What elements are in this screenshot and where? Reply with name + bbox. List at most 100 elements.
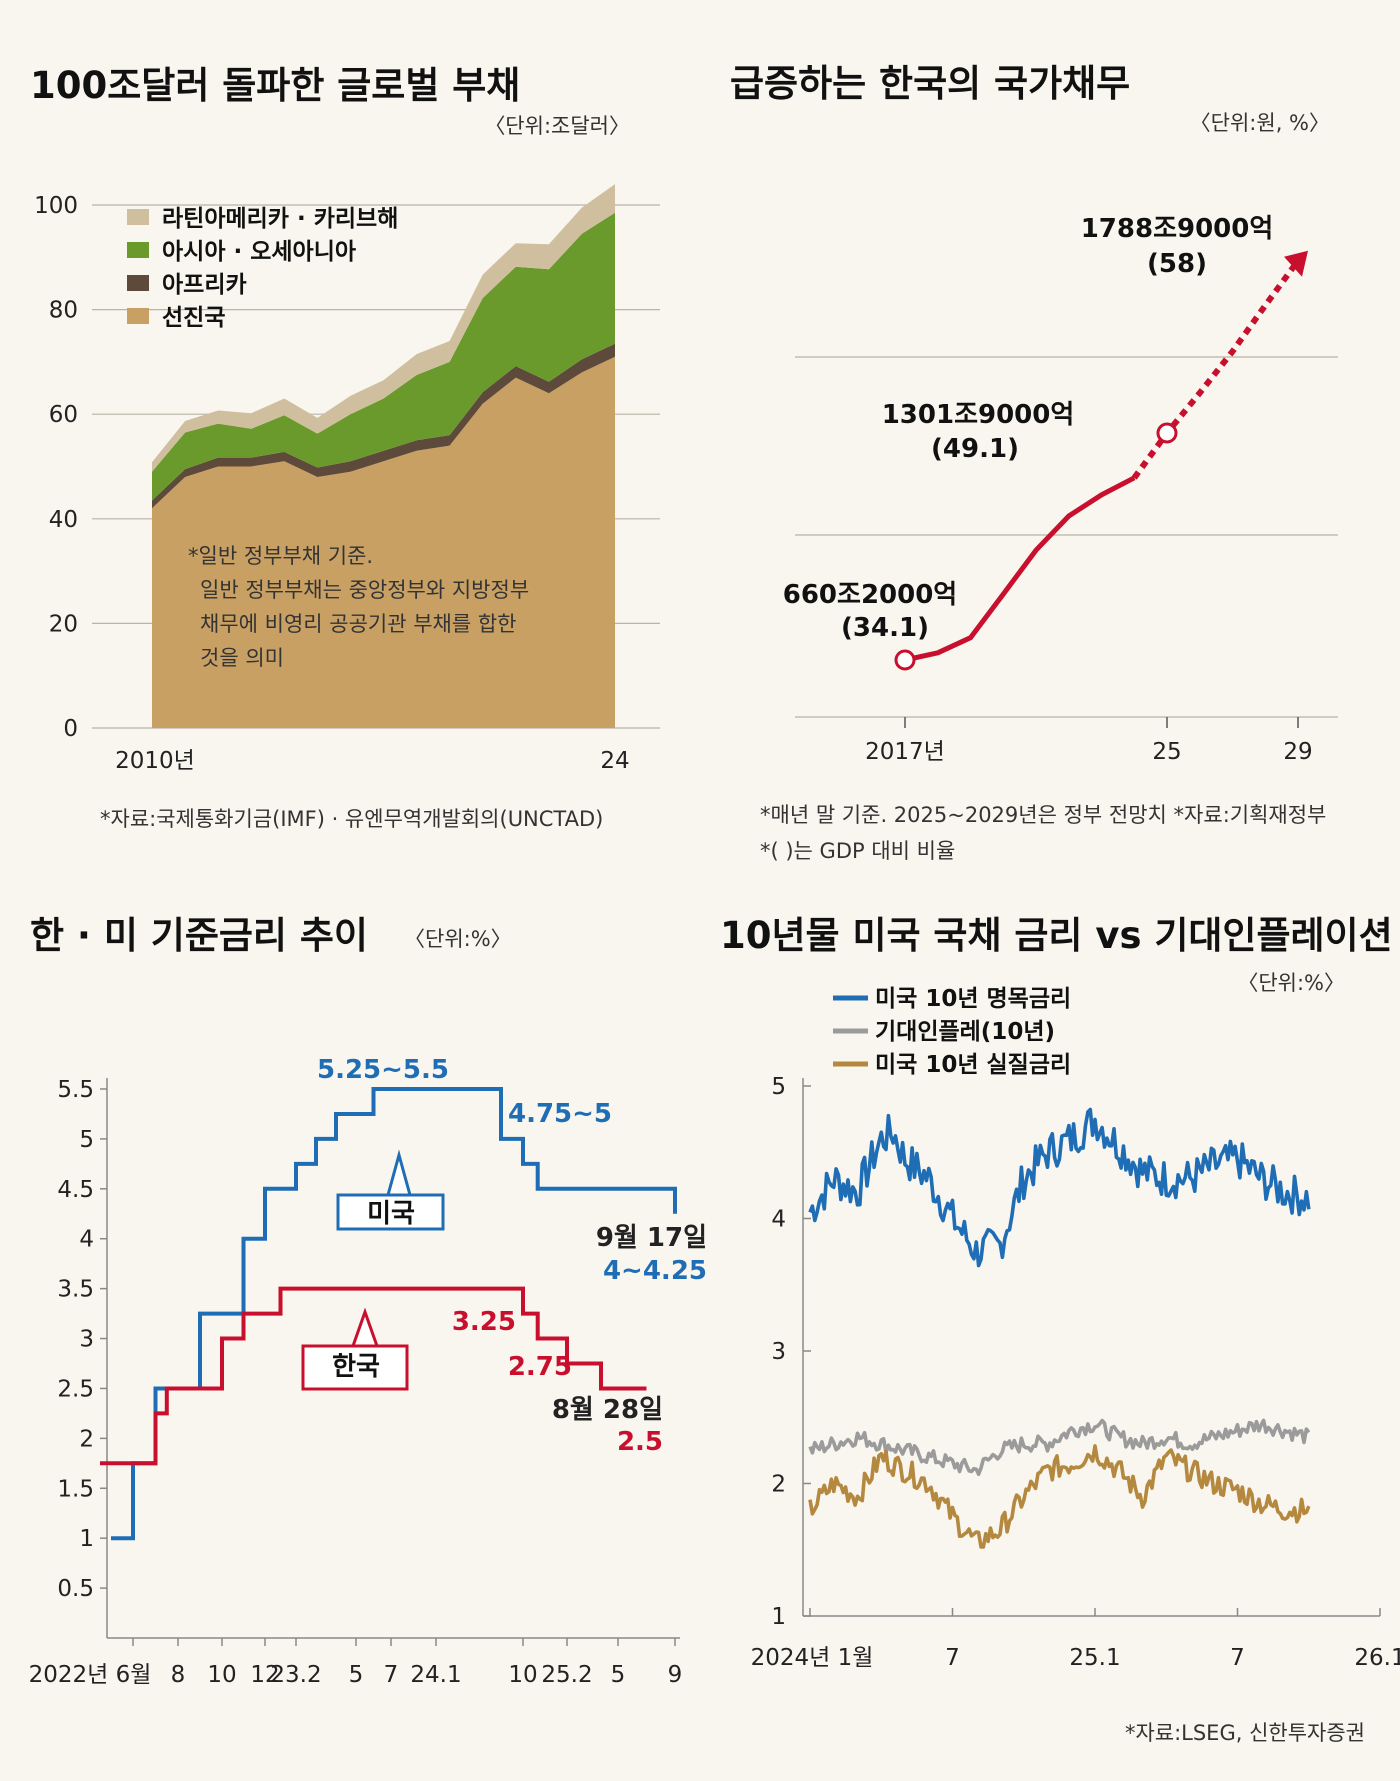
korea-debt-label-2025-ratio: (49.1) [931, 434, 1019, 464]
korea-debt-label-2025: 1301조9000억 [882, 400, 1075, 430]
y-tick-label: 0 [63, 716, 78, 742]
policy-rate-unit: 〈단위:%〉 [404, 927, 512, 951]
treasury-line-미국 10년 실질금리 [808, 1444, 1311, 1549]
x-tick-label: 10 [508, 1662, 537, 1688]
us-callout-label: 미국 [367, 1199, 415, 1229]
y-tick-label: 0.5 [57, 1576, 94, 1602]
legend-label: 미국 10년 명목금리 [875, 986, 1071, 1012]
legend-swatch [127, 308, 149, 324]
korea-debt-point-2017 [894, 649, 916, 671]
x-tick-label: 24.1 [410, 1662, 461, 1688]
y-tick-label: 4 [79, 1227, 94, 1253]
korea-debt-unit: 〈단위:원, %〉 [1190, 111, 1330, 135]
x-tick-label: 2024년 1월 [751, 1645, 874, 1671]
y-tick-label: 60 [49, 402, 78, 428]
y-tick-label: 2 [79, 1426, 94, 1452]
global-debt-note-3: 채무에 비영리 공공기관 부채를 합한 [200, 612, 517, 636]
legend-label: 미국 10년 실질금리 [875, 1052, 1071, 1078]
y-tick-label: 100 [34, 193, 78, 219]
x-tick-label: 10 [207, 1662, 236, 1688]
policy-rate-title: 한 · 미 기준금리 추이 [30, 914, 368, 957]
x-tick-label: 24 [600, 748, 629, 774]
legend-swatch [127, 242, 149, 258]
y-tick-label: 20 [49, 611, 78, 637]
y-tick-label: 3.5 [57, 1277, 94, 1303]
y-tick-label: 2 [771, 1472, 786, 1498]
x-tick-label: 5 [349, 1662, 364, 1688]
korea-debt-actual-line [904, 475, 1136, 663]
x-tick-label: 5 [611, 1662, 626, 1688]
global-debt-unit: 〈단위:조달러〉 [484, 114, 630, 138]
policy-rate-line-한국 [100, 1286, 647, 1466]
legend-label: 아시아 · 오세아니아 [162, 239, 356, 265]
treasury-line-미국 10년 명목금리 [808, 1107, 1311, 1268]
area-선진국 [152, 356, 615, 728]
x-tick-label: 26.1 [1354, 1645, 1400, 1671]
x-tick-label: 2017년 [865, 739, 945, 765]
policy-rate-line-미국 [111, 1087, 677, 1541]
y-tick-label: 4.5 [57, 1177, 94, 1203]
y-tick-label: 5 [79, 1127, 94, 1153]
x-tick-label: 8 [171, 1662, 186, 1688]
area-아시아 · 오세아니아 [152, 212, 615, 501]
kr-label-275: 2.75 [508, 1352, 572, 1382]
treasury-chart: 10년물 미국 국채 금리 vs 기대인플레이션 〈단위:%〉 미국 10년 명… [720, 914, 1400, 1745]
global-debt-title: 100조달러 돌파한 글로벌 부채 [30, 64, 520, 107]
korea-debt-projection-line [1131, 258, 1301, 480]
korea-debt-label-2017: 660조2000억 [783, 580, 957, 610]
y-tick-label: 2.5 [57, 1376, 94, 1402]
x-tick-label: 23.2 [270, 1662, 321, 1688]
treasury-unit: 〈단위:%〉 [1237, 971, 1345, 995]
y-tick-label: 1.5 [57, 1476, 94, 1502]
korea-debt-arrowhead [1284, 250, 1308, 277]
global-debt-source: *자료:국제통화기금(IMF) · 유엔무역개발회의(UNCTAD) [100, 807, 603, 831]
korea-debt-note-1: *매년 말 기준. 2025~2029년은 정부 전망치 *자료:기획재정부 [760, 803, 1326, 827]
kr-date-label: 8월 28일 [552, 1395, 663, 1425]
korea-debt-point-2025 [1156, 422, 1178, 444]
x-tick-label: 12 [250, 1662, 279, 1688]
legend-swatch [127, 209, 149, 225]
x-tick-label: 9 [668, 1662, 683, 1688]
treasury-line-기대인플레(10년) [808, 1418, 1311, 1476]
x-tick-label: 25 [1152, 739, 1181, 765]
y-tick-label: 1 [771, 1604, 786, 1630]
kr-callout-box [301, 1307, 409, 1391]
y-tick-label: 4 [771, 1207, 786, 1233]
y-tick-label: 80 [49, 298, 78, 324]
global-debt-chart: 100조달러 돌파한 글로벌 부채 〈단위:조달러〉 020406080100 … [30, 64, 660, 831]
korea-debt-title: 급증하는 한국의 국가채무 [730, 62, 1130, 105]
x-tick-label: 25.1 [1069, 1645, 1120, 1671]
us-last-label: 4~4.25 [603, 1256, 707, 1286]
legend-label: 선진국 [162, 305, 225, 331]
global-debt-note-2: 일반 정부부채는 중앙정부와 지방정부 [200, 578, 529, 602]
korea-debt-label-2029: 1788조9000억 [1081, 214, 1274, 244]
y-tick-label: 3 [771, 1339, 786, 1365]
legend-swatch [127, 275, 149, 291]
y-tick-label: 1 [79, 1526, 94, 1552]
x-tick-label: 2010년 [115, 748, 195, 774]
korea-debt-label-2029-ratio: (58) [1147, 249, 1207, 279]
global-debt-note-1: *일반 정부부채 기준. [188, 544, 373, 568]
kr-callout-label: 한국 [332, 1352, 380, 1382]
legend-label: 라틴아메리카 · 카리브해 [162, 206, 398, 232]
us-peak-label: 5.25~5.5 [317, 1055, 449, 1085]
treasury-title: 10년물 미국 국채 금리 vs 기대인플레이션 [720, 914, 1393, 957]
legend-label: 기대인플레(10년) [875, 1019, 1055, 1045]
y-tick-label: 3 [79, 1327, 94, 1353]
x-tick-label: 7 [1230, 1645, 1245, 1671]
x-tick-label: 25.2 [541, 1662, 592, 1688]
x-tick-label: 7 [945, 1645, 960, 1671]
us-date-label: 9월 17일 [596, 1223, 707, 1253]
y-tick-label: 5 [771, 1074, 786, 1100]
treasury-source: *자료:LSEG, 신한투자증권 [1125, 1721, 1365, 1745]
korea-debt-note-2: *( )는 GDP 대비 비율 [760, 839, 955, 863]
us-callout-box [336, 1149, 445, 1231]
policy-rate-chart: 한 · 미 기준금리 추이 〈단위:%〉 0.5 1 1.5 2 2.5 3 3.5 4 4.5… [29, 914, 707, 1688]
kr-last-label: 2.5 [617, 1427, 663, 1457]
x-tick-label: 7 [384, 1662, 399, 1688]
korea-debt-label-2017-ratio: (34.1) [841, 613, 929, 643]
us-cut-label: 4.75~5 [508, 1099, 612, 1129]
global-debt-note-4: 것을 의미 [200, 646, 284, 670]
y-tick-label: 5.5 [57, 1077, 94, 1103]
